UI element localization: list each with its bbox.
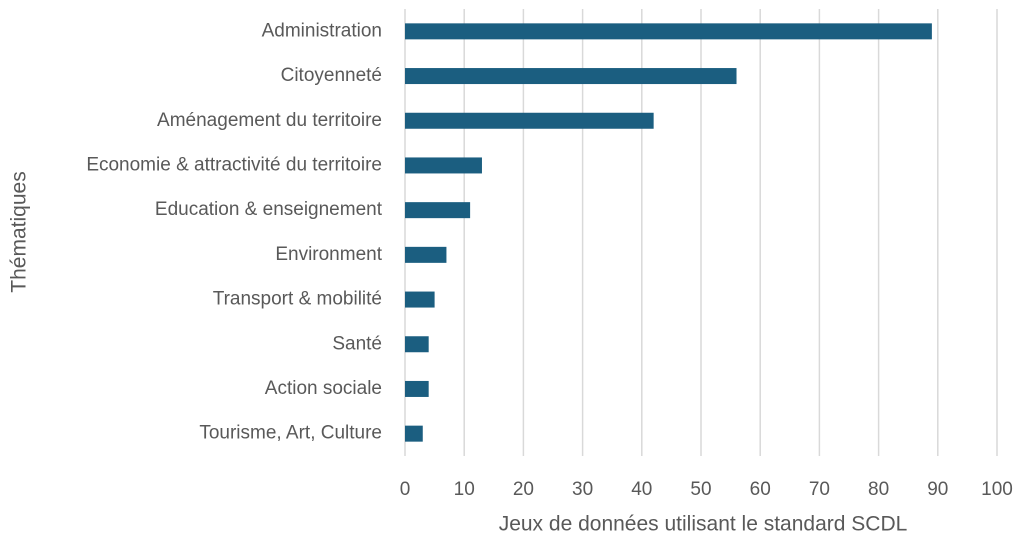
bar (405, 112, 654, 129)
bar (405, 246, 447, 263)
y-tick-label: Education & enseignement (155, 199, 383, 220)
y-tick-label: Economie & attractivité du territoire (86, 154, 382, 175)
x-tick-label: 40 (631, 479, 652, 500)
x-tick-label: 30 (572, 479, 593, 500)
y-tick-label: Citoyenneté (281, 65, 382, 86)
x-tick-label: 50 (690, 479, 711, 500)
x-tick-label: 80 (868, 479, 889, 500)
y-axis-label: Thématiques (8, 171, 31, 292)
bar (405, 157, 482, 174)
x-tick-label: 90 (927, 479, 948, 500)
x-tick-label: 70 (809, 479, 830, 500)
y-tick-label: Transport & mobilité (213, 289, 382, 310)
bar (405, 291, 435, 308)
y-tick-label: Tourisme, Art, Culture (199, 423, 382, 444)
y-tick-label: Administration (262, 20, 382, 41)
bar (405, 68, 737, 85)
y-tick-label: Aménagement du territoire (157, 110, 382, 131)
bar (405, 425, 423, 442)
y-tick-label: Santé (332, 333, 382, 354)
x-tick-label: 20 (513, 479, 534, 500)
x-tick-label: 0 (400, 479, 411, 500)
y-tick-label: Action sociale (265, 378, 382, 399)
x-axis-label: Jeux de données utilisant le standard SC… (499, 513, 908, 536)
x-tick-label: 60 (750, 479, 771, 500)
x-tick-label: 100 (981, 479, 1013, 500)
x-tick-label: 10 (454, 479, 475, 500)
bar (405, 380, 429, 397)
bar (405, 23, 932, 40)
y-tick-label: Environment (275, 244, 382, 265)
bar (405, 336, 429, 353)
bar (405, 202, 471, 219)
